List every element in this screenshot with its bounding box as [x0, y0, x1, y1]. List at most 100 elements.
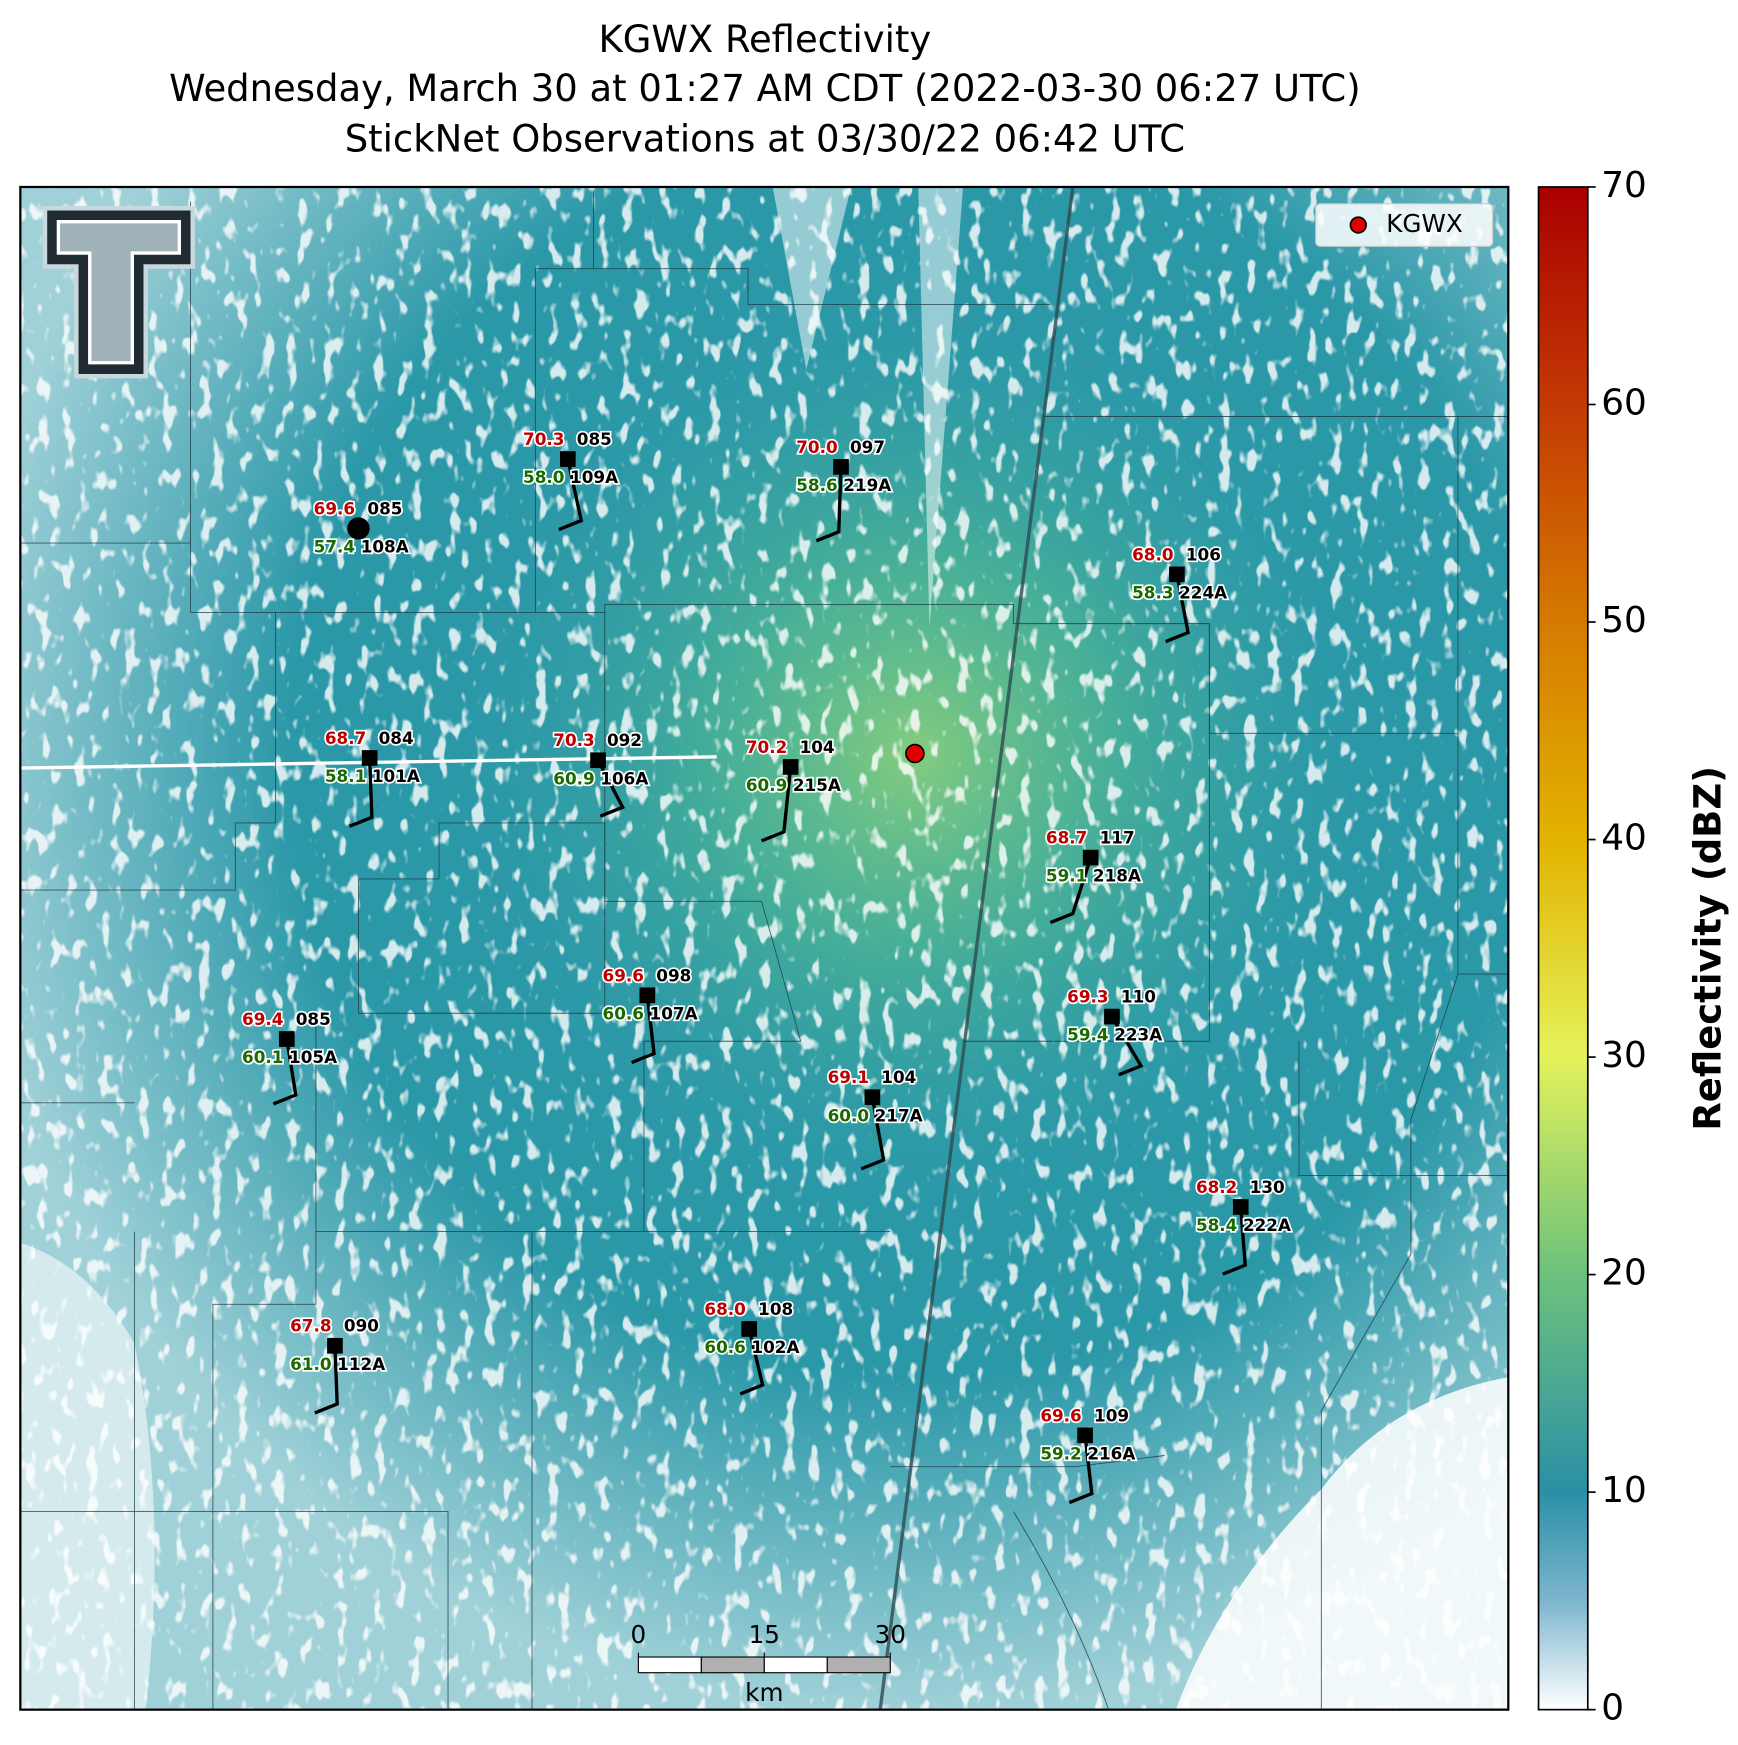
- dewpoint: 60.6: [704, 1337, 745, 1357]
- dewpoint: 58.3: [1132, 582, 1173, 602]
- station-marker: [590, 752, 606, 769]
- scale-segment: [637, 1656, 702, 1674]
- ttu-logo: [42, 206, 195, 379]
- colorbar-tick-label: 30: [1601, 1035, 1647, 1076]
- dewpoint: 58.1: [325, 766, 366, 786]
- station-id: 109A: [570, 467, 618, 487]
- pressure: 085: [577, 429, 612, 449]
- station-marker: [639, 987, 656, 1004]
- wind-barb: [631, 995, 656, 1065]
- temperature: 70.3: [553, 730, 594, 750]
- station-id: 107A: [650, 1003, 698, 1023]
- station-id: 102A: [751, 1337, 799, 1357]
- wind-barb: [860, 1096, 886, 1171]
- pressure: 085: [367, 498, 402, 518]
- colorbar-ticks: 0 10 20 30 40 50 60 70: [1587, 165, 1647, 1729]
- station-marker: [1077, 1427, 1093, 1444]
- station-marker: [782, 759, 799, 775]
- station-marker: [347, 517, 370, 540]
- temperature: 68.0: [1132, 544, 1173, 564]
- station-marker: [1082, 849, 1099, 866]
- pressure: 106: [1186, 544, 1221, 564]
- temperature: 70.2: [746, 737, 787, 757]
- map-frame: [19, 185, 1510, 1711]
- title-line: Wednesday, March 30 at 01:27 AM CDT (202…: [169, 67, 1361, 110]
- temperature: 70.3: [523, 429, 564, 449]
- colorbar-tick-label: 50: [1601, 600, 1647, 641]
- station-marker: [559, 451, 576, 467]
- temperature: 69.1: [828, 1067, 869, 1087]
- temperature: 69.6: [1040, 1405, 1081, 1425]
- temperature: 68.0: [704, 1299, 745, 1319]
- station-id: 218A: [1093, 866, 1141, 886]
- station-id: 224A: [1179, 582, 1227, 602]
- pressure: 092: [607, 730, 642, 750]
- title-line: StickNet Observations at 03/30/22 06:42 …: [345, 118, 1185, 161]
- radar-field: [20, 186, 1509, 1710]
- scale-bar: 0 15 30 km: [631, 1620, 906, 1707]
- station-marker: [361, 750, 378, 766]
- station-id: 216A: [1087, 1443, 1135, 1463]
- temperature: 69.6: [603, 965, 644, 985]
- colorbar-tick-label: 60: [1601, 383, 1647, 424]
- temperature: 67.8: [290, 1316, 331, 1336]
- station-id: 108A: [361, 536, 409, 556]
- station-id: 215A: [793, 775, 841, 795]
- wind-barb: [760, 766, 793, 843]
- wind-barb: [1049, 857, 1093, 925]
- legend-marker: [1349, 216, 1367, 234]
- scale-segment: [763, 1656, 828, 1674]
- scale-segment: [700, 1656, 765, 1674]
- pressure: 117: [1100, 828, 1135, 848]
- wind-barb: [348, 757, 374, 828]
- temperature: 68.7: [1046, 828, 1087, 848]
- pressure: 090: [344, 1316, 379, 1336]
- legend-label: KGWX: [1386, 209, 1463, 238]
- wind-barb: [1222, 1206, 1247, 1276]
- pressure: 130: [1250, 1177, 1285, 1197]
- temperature: 69.4: [242, 1009, 283, 1029]
- station-id: 217A: [875, 1105, 923, 1125]
- temperature: 69.6: [314, 498, 355, 518]
- colorbar-tick-label: 20: [1601, 1253, 1647, 1294]
- dewpoint: 58.4: [1196, 1215, 1237, 1235]
- station-id: 101A: [372, 766, 420, 786]
- temperature: 70.0: [796, 437, 837, 457]
- wind-barb: [1068, 1435, 1094, 1505]
- dewpoint: 59.1: [1046, 866, 1087, 886]
- pressure: 085: [296, 1009, 331, 1029]
- wind-barb: [314, 1345, 339, 1415]
- temperature: 68.7: [325, 728, 366, 748]
- pressure: 109: [1094, 1405, 1129, 1425]
- scale-tick-label: 0: [631, 1620, 647, 1649]
- station-id: 112A: [337, 1354, 385, 1374]
- dewpoint: 59.4: [1067, 1025, 1108, 1045]
- station-id: 219A: [843, 475, 891, 495]
- station-marker: [741, 1321, 758, 1337]
- pressure: 104: [881, 1067, 916, 1087]
- wind-barb: [596, 759, 626, 818]
- station-marker: [278, 1031, 295, 1047]
- pressure: 097: [850, 437, 885, 457]
- station-id: 222A: [1243, 1215, 1291, 1235]
- station-marker: [327, 1337, 343, 1354]
- dewpoint: 61.0: [290, 1354, 331, 1374]
- dewpoint: 58.0: [523, 467, 564, 487]
- pressure: 084: [379, 728, 414, 748]
- dewpoint: 59.2: [1040, 1443, 1081, 1463]
- radar-site: [905, 743, 925, 764]
- wind-barb: [1110, 1015, 1144, 1077]
- station-marker: [1104, 1008, 1120, 1025]
- wind-barb: [815, 466, 843, 543]
- dewpoint: 60.1: [242, 1047, 283, 1067]
- dewpoint: 60.9: [746, 775, 787, 795]
- station-plots: 69.6 085 57.4 108A 70.3 085 58.0 109A 70.0 097 58.…: [240, 427, 1293, 1505]
- scale-tick-label: 30: [875, 1620, 906, 1649]
- colorbar-tick-label: 40: [1601, 818, 1647, 859]
- station-id: 106A: [600, 768, 648, 788]
- station-marker: [833, 459, 849, 475]
- wind-barb: [558, 458, 584, 532]
- pressure: 104: [800, 737, 835, 757]
- station-marker: [864, 1089, 881, 1106]
